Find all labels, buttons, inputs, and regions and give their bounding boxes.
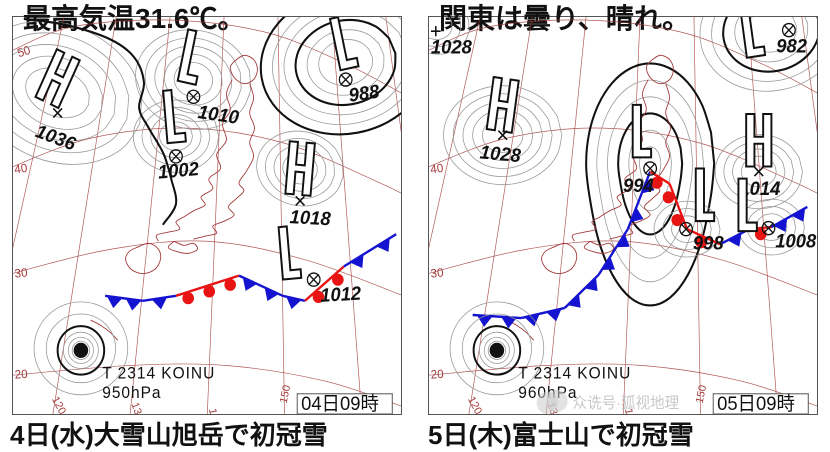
svg-text:40: 40 bbox=[13, 161, 28, 177]
svg-text:994: 994 bbox=[623, 174, 654, 195]
svg-text:1002: 1002 bbox=[157, 158, 200, 183]
svg-text:150: 150 bbox=[694, 384, 709, 405]
svg-text:40: 40 bbox=[429, 161, 444, 177]
svg-text:T 2314 KOINU: T 2314 KOINU bbox=[102, 365, 215, 382]
svg-text:20: 20 bbox=[14, 367, 28, 382]
svg-text:1036: 1036 bbox=[33, 120, 79, 155]
svg-text:众诜号·狐视地理: 众诜号·狐视地理 bbox=[573, 395, 680, 412]
svg-text:982: 982 bbox=[776, 35, 807, 56]
svg-text:140: 140 bbox=[206, 407, 221, 414]
svg-text:950hPa: 950hPa bbox=[102, 385, 161, 402]
svg-text:04日09時: 04日09時 bbox=[301, 393, 379, 414]
svg-text:150: 150 bbox=[278, 384, 293, 405]
svg-text:1008: 1008 bbox=[775, 230, 816, 251]
svg-text:120: 120 bbox=[49, 395, 68, 414]
svg-text:988: 988 bbox=[347, 80, 381, 106]
svg-text:05日09時: 05日09時 bbox=[717, 393, 795, 414]
svg-text:1010: 1010 bbox=[197, 101, 241, 128]
svg-text:30: 30 bbox=[430, 265, 444, 280]
svg-text:20: 20 bbox=[430, 367, 444, 382]
svg-text:998: 998 bbox=[693, 232, 724, 253]
svg-text:T 2314 KOINU: T 2314 KOINU bbox=[518, 365, 631, 382]
svg-text:120: 120 bbox=[465, 395, 484, 414]
svg-text:1012: 1012 bbox=[320, 282, 363, 306]
svg-text:30: 30 bbox=[14, 265, 28, 280]
svg-text:1028: 1028 bbox=[479, 141, 522, 166]
svg-text:1018: 1018 bbox=[289, 206, 332, 230]
svg-text:1028: 1028 bbox=[431, 36, 472, 57]
